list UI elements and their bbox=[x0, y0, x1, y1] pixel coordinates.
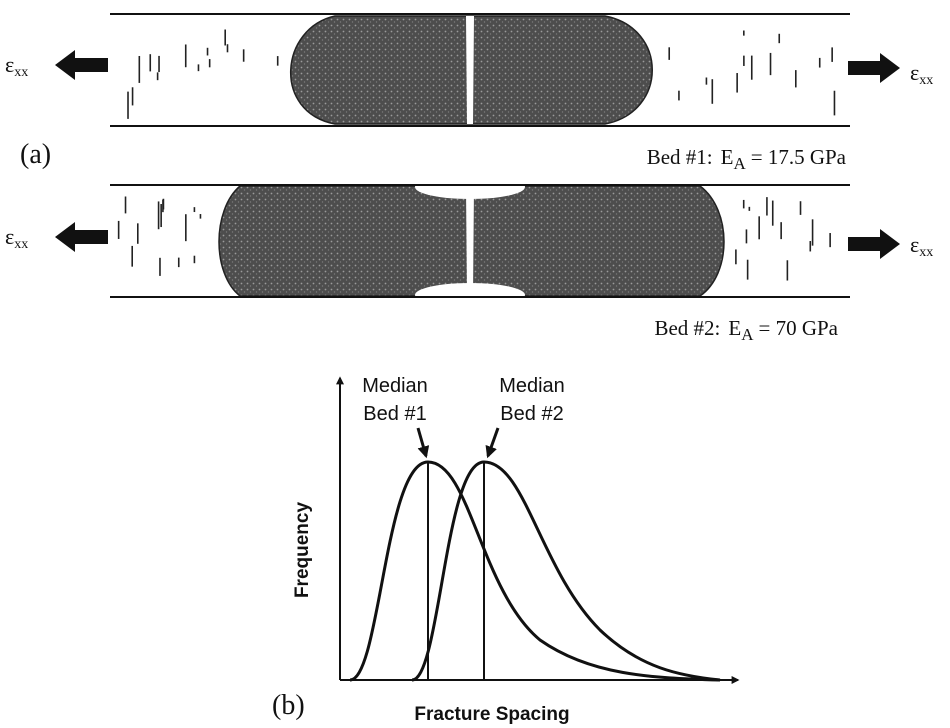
strain-label: εxx bbox=[5, 52, 28, 80]
annotation: Median bbox=[499, 375, 565, 397]
strain-label: εxx bbox=[910, 232, 933, 260]
y-axis-label: Frequency bbox=[292, 502, 313, 599]
panel-label: (a) bbox=[20, 139, 51, 170]
small-fractures bbox=[117, 29, 836, 281]
bed-label: Bed #2: EA = 70 GPa bbox=[654, 316, 838, 344]
fracture bbox=[466, 16, 474, 124]
annotation-arrow bbox=[416, 427, 430, 459]
annotation: Bed #1 bbox=[363, 403, 426, 425]
bed-1-curve bbox=[349, 460, 721, 682]
arrows bbox=[55, 50, 900, 259]
strain-label: εxx bbox=[910, 60, 933, 88]
distribution-plot bbox=[336, 376, 740, 684]
strain-arrow bbox=[848, 53, 900, 83]
strain-arrow bbox=[55, 50, 108, 80]
strain-label: εxx bbox=[5, 224, 28, 252]
fracture bbox=[466, 186, 474, 296]
annotation-arrow bbox=[485, 427, 500, 459]
bed-2 bbox=[110, 175, 850, 307]
annotation: Median bbox=[362, 375, 428, 397]
bed-2-curve bbox=[411, 460, 721, 682]
bed-1 bbox=[110, 13, 850, 127]
bed-label: Bed #1: EA = 17.5 GPa bbox=[647, 145, 847, 173]
strain-arrow bbox=[848, 229, 900, 259]
annotation: Bed #2 bbox=[500, 403, 563, 425]
strain-arrow bbox=[55, 222, 108, 252]
x-axis-label: Fracture Spacing bbox=[414, 704, 569, 725]
panel-label: (b) bbox=[272, 690, 305, 721]
